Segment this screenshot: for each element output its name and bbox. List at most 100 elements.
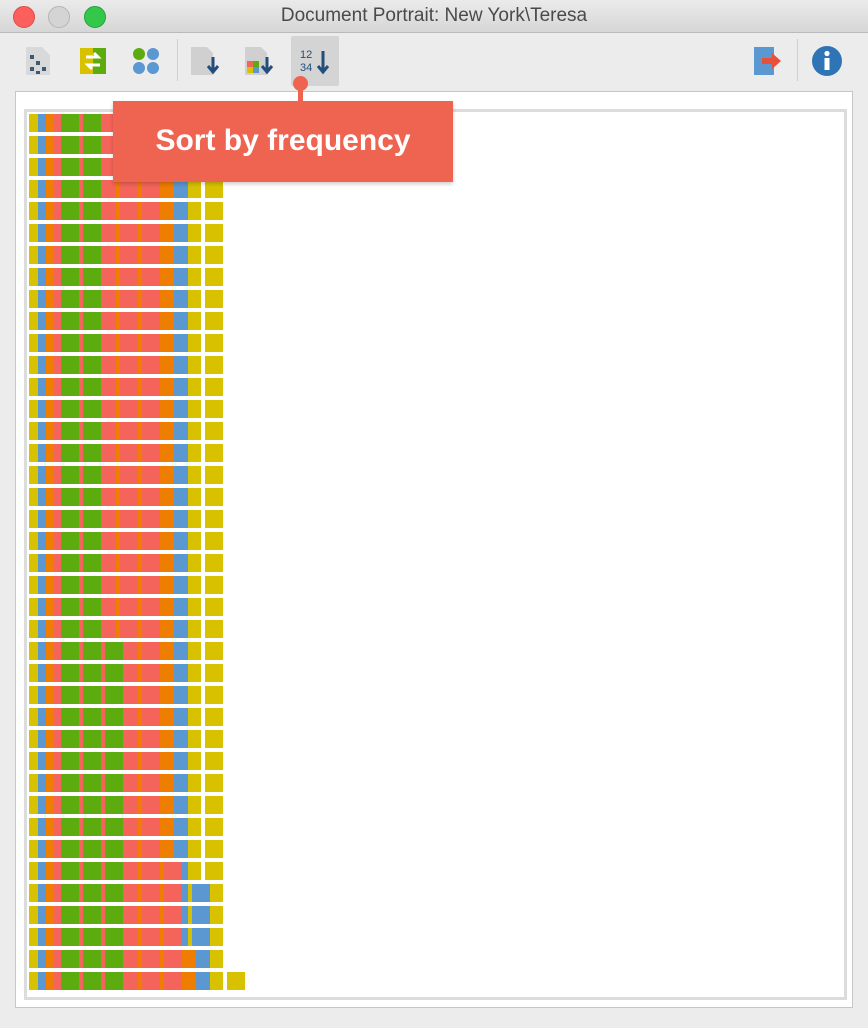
code-segment-cell[interactable] — [156, 356, 174, 374]
code-segment-cell[interactable] — [120, 752, 138, 770]
code-segment-cell[interactable] — [61, 378, 79, 396]
code-segment-cell[interactable] — [120, 246, 138, 264]
code-segment-cell[interactable] — [156, 466, 174, 484]
portrait-view-button[interactable] — [14, 36, 62, 86]
code-segment-cell[interactable] — [61, 554, 79, 572]
code-segment-cell[interactable] — [156, 488, 174, 506]
code-segment-cell[interactable] — [205, 334, 223, 352]
code-segment-cell[interactable] — [120, 268, 138, 286]
code-segment-cell[interactable] — [61, 224, 79, 242]
code-segment-cell[interactable] — [61, 136, 79, 154]
code-segment-cell[interactable] — [156, 224, 174, 242]
code-segment-cell[interactable] — [205, 752, 223, 770]
code-segment-cell[interactable] — [120, 312, 138, 330]
code-segment-cell[interactable] — [61, 312, 79, 330]
code-segment-cell[interactable] — [83, 158, 101, 176]
code-segment-cell[interactable] — [205, 642, 223, 660]
code-segment-cell[interactable] — [83, 950, 101, 968]
code-segment-cell[interactable] — [120, 928, 138, 946]
code-segment-cell[interactable] — [83, 818, 101, 836]
code-segment-cell[interactable] — [61, 884, 79, 902]
code-segment-cell[interactable] — [170, 796, 188, 814]
code-segment-cell[interactable] — [105, 664, 123, 682]
code-segment-cell[interactable] — [98, 444, 116, 462]
code-segment-cell[interactable] — [61, 268, 79, 286]
code-segment-cell[interactable] — [170, 774, 188, 792]
code-segment-cell[interactable] — [156, 752, 174, 770]
code-segment-cell[interactable] — [205, 664, 223, 682]
code-segment-cell[interactable] — [205, 400, 223, 418]
code-segment-cell[interactable] — [205, 620, 223, 638]
code-segment-cell[interactable] — [98, 312, 116, 330]
code-segment-cell[interactable] — [120, 510, 138, 528]
code-segment-cell[interactable] — [61, 356, 79, 374]
code-segment-cell[interactable] — [61, 532, 79, 550]
code-segment-cell[interactable] — [170, 664, 188, 682]
code-segment-cell[interactable] — [192, 928, 210, 946]
code-segment-cell[interactable] — [170, 686, 188, 704]
code-segment-cell[interactable] — [61, 576, 79, 594]
code-segment-cell[interactable] — [205, 202, 223, 220]
code-segment-cell[interactable] — [170, 202, 188, 220]
code-segment-cell[interactable] — [105, 686, 123, 704]
code-segment-cell[interactable] — [142, 488, 160, 506]
code-segment-cell[interactable] — [83, 378, 101, 396]
code-segment-cell[interactable] — [61, 180, 79, 198]
code-segment-cell[interactable] — [170, 510, 188, 528]
code-segment-cell[interactable] — [156, 642, 174, 660]
code-segment-cell[interactable] — [192, 906, 210, 924]
code-segment-cell[interactable] — [61, 466, 79, 484]
code-segment-cell[interactable] — [156, 422, 174, 440]
code-segment-cell[interactable] — [61, 928, 79, 946]
code-segment-cell[interactable] — [105, 708, 123, 726]
code-segment-cell[interactable] — [83, 268, 101, 286]
code-segment-cell[interactable] — [205, 532, 223, 550]
code-segment-cell[interactable] — [156, 818, 174, 836]
code-segment-cell[interactable] — [205, 444, 223, 462]
code-segment-cell[interactable] — [156, 576, 174, 594]
code-segment-cell[interactable] — [83, 246, 101, 264]
code-segment-cell[interactable] — [98, 488, 116, 506]
code-segment-cell[interactable] — [142, 664, 160, 682]
code-segment-cell[interactable] — [205, 818, 223, 836]
code-segment-cell[interactable] — [170, 466, 188, 484]
code-segment-cell[interactable] — [105, 906, 123, 924]
code-segment-cell[interactable] — [142, 224, 160, 242]
code-segment-cell[interactable] — [170, 752, 188, 770]
code-segment-cell[interactable] — [83, 620, 101, 638]
code-segment-cell[interactable] — [61, 708, 79, 726]
export-button[interactable] — [744, 36, 792, 86]
code-segment-cell[interactable] — [205, 510, 223, 528]
code-segment-cell[interactable] — [142, 378, 160, 396]
code-segment-cell[interactable] — [192, 884, 210, 902]
code-segment-cell[interactable] — [61, 796, 79, 814]
code-segment-cell[interactable] — [83, 180, 101, 198]
zoom-window-button[interactable] — [84, 6, 106, 28]
code-segment-cell[interactable] — [142, 400, 160, 418]
code-segment-cell[interactable] — [142, 312, 160, 330]
code-segment-cell[interactable] — [120, 554, 138, 572]
code-segment-cell[interactable] — [205, 796, 223, 814]
code-segment-cell[interactable] — [205, 598, 223, 616]
code-segment-cell[interactable] — [120, 664, 138, 682]
code-segment-cell[interactable] — [142, 686, 160, 704]
code-segment-cell[interactable] — [98, 378, 116, 396]
code-segment-cell[interactable] — [170, 356, 188, 374]
code-segment-cell[interactable] — [205, 554, 223, 572]
code-segment-cell[interactable] — [142, 554, 160, 572]
code-segment-cell[interactable] — [142, 598, 160, 616]
code-segment-cell[interactable] — [170, 532, 188, 550]
code-segment-cell[interactable] — [205, 686, 223, 704]
code-segment-cell[interactable] — [156, 840, 174, 858]
code-segment-cell[interactable] — [156, 180, 174, 198]
code-segment-cell[interactable] — [105, 752, 123, 770]
code-segment-cell[interactable] — [83, 730, 101, 748]
info-button[interactable] — [803, 36, 851, 86]
code-segment-cell[interactable] — [164, 928, 182, 946]
code-segment-cell[interactable] — [156, 554, 174, 572]
code-segment-cell[interactable] — [120, 686, 138, 704]
code-segment-cell[interactable] — [142, 752, 160, 770]
code-segment-cell[interactable] — [120, 598, 138, 616]
code-segment-cell[interactable] — [61, 488, 79, 506]
code-segment-cell[interactable] — [205, 312, 223, 330]
